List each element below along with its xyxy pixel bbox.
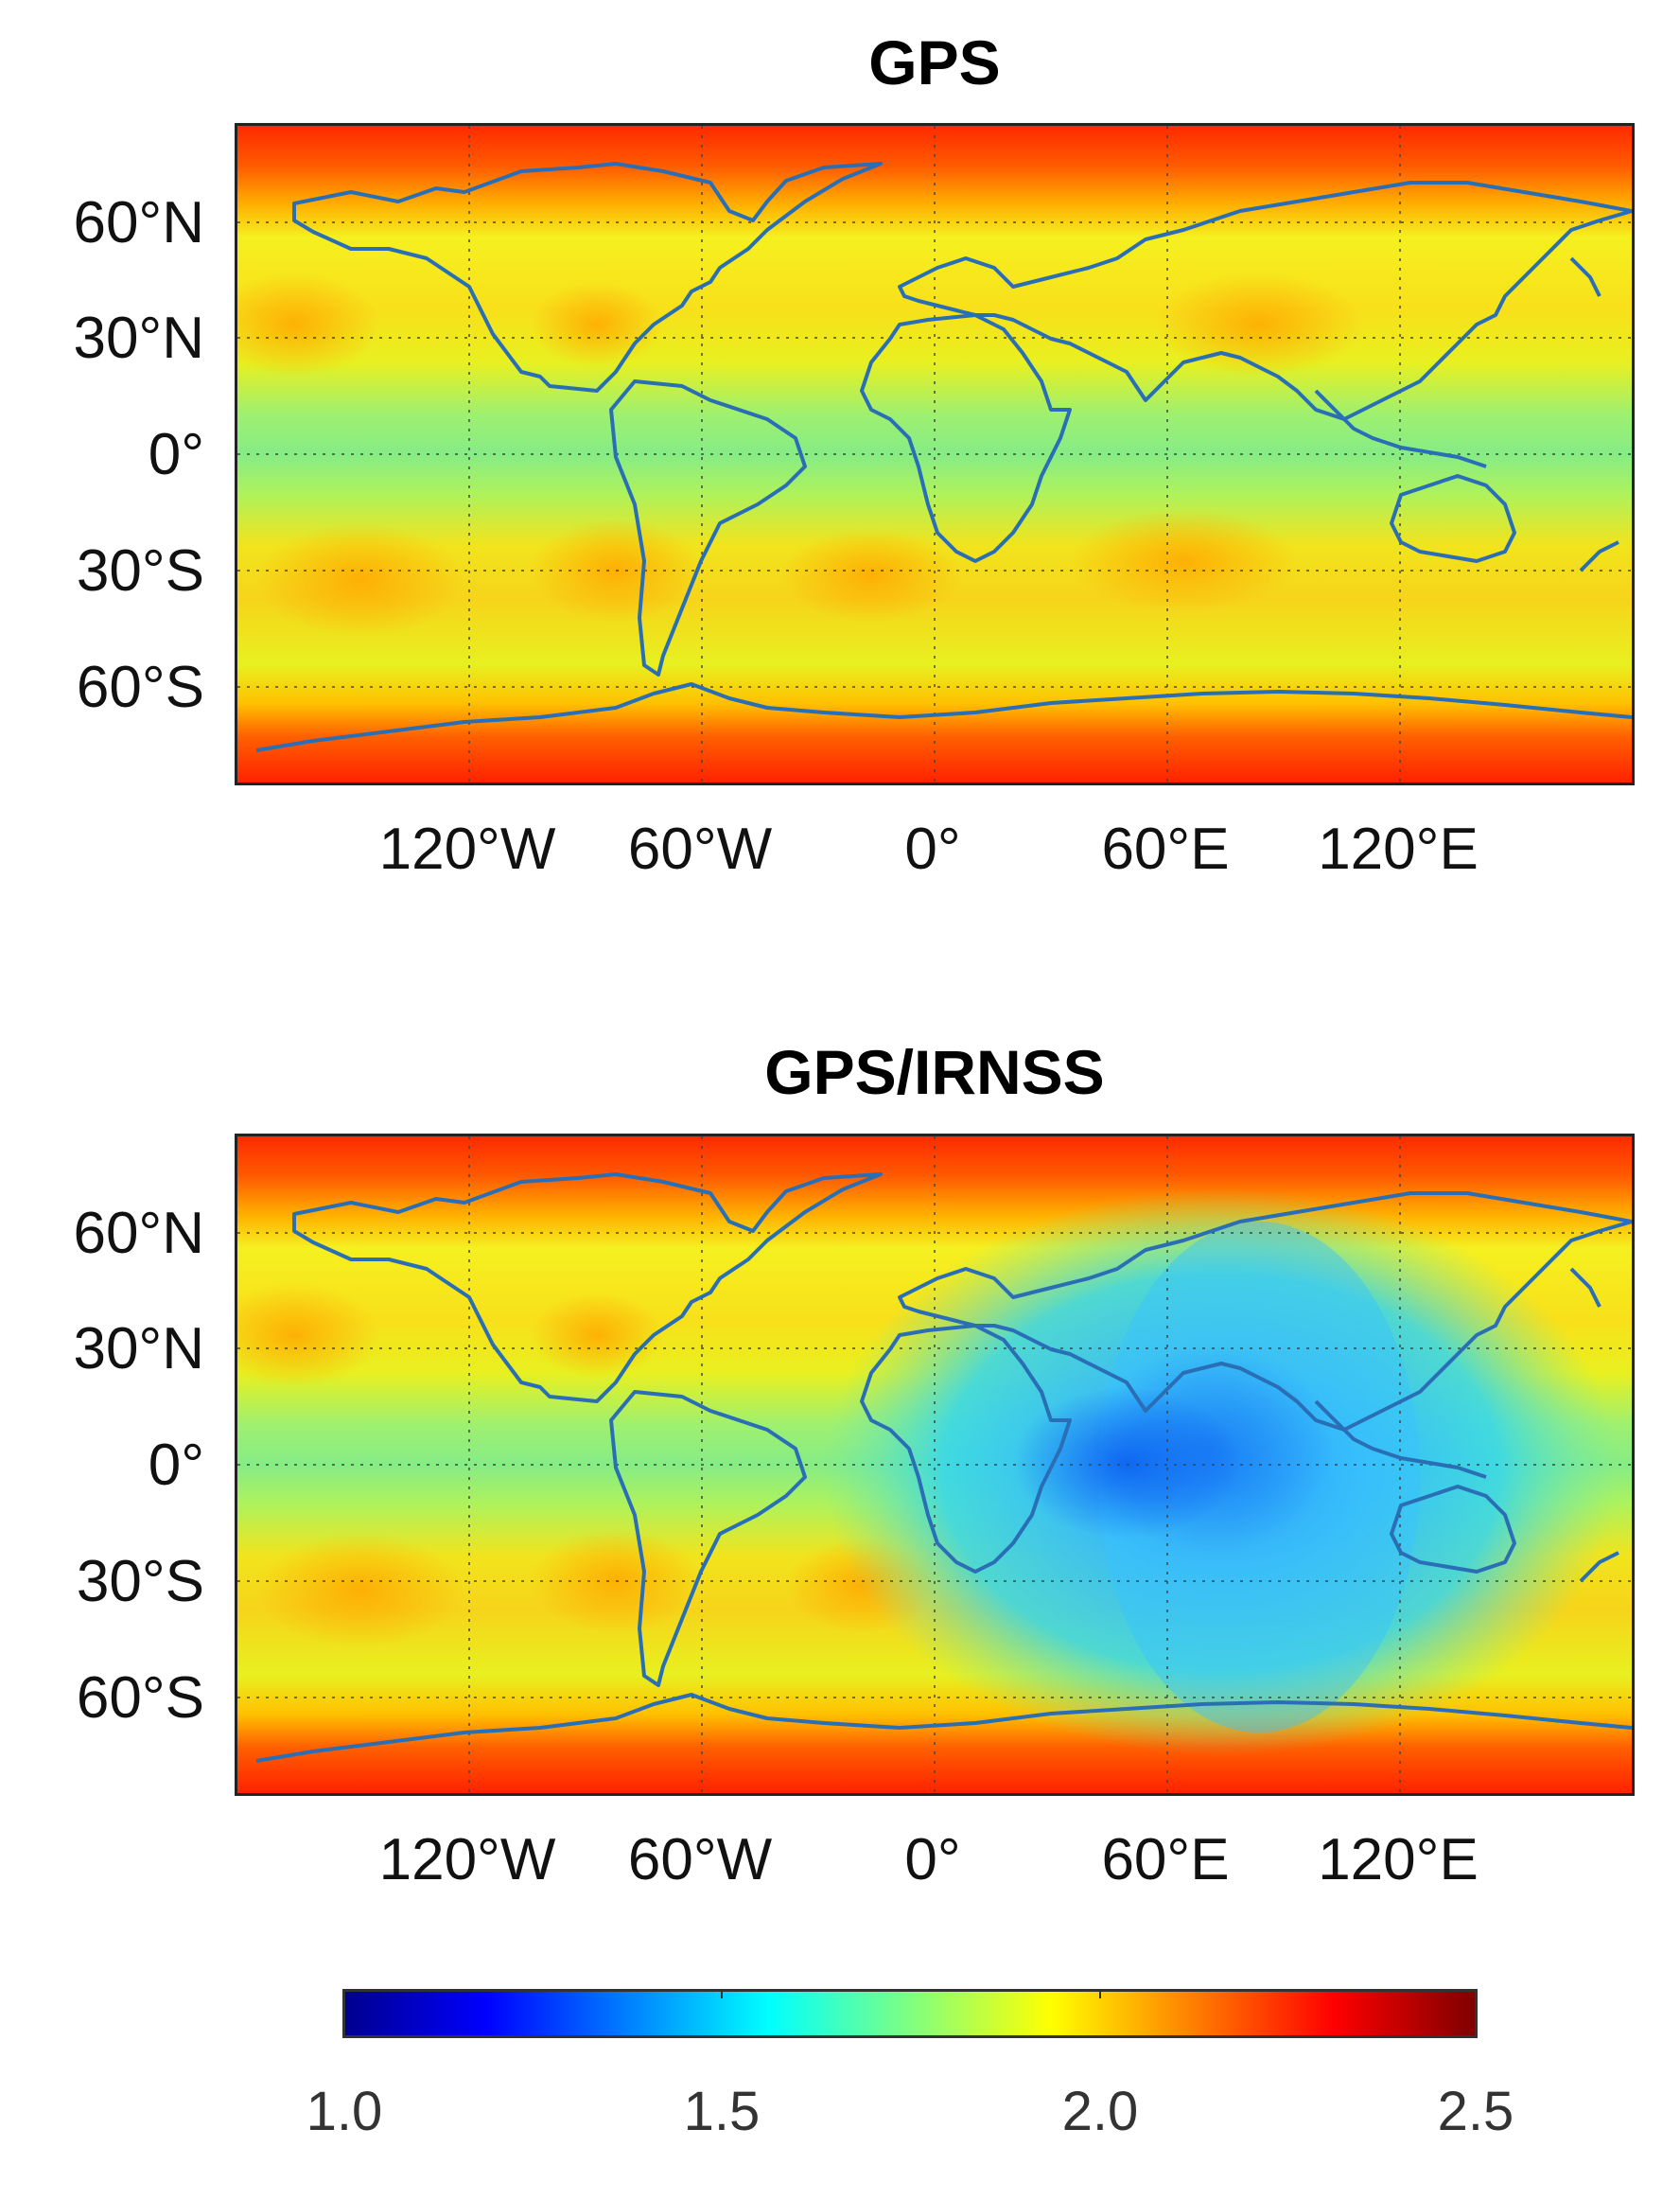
colorbar-label-1-5: 1.5 bbox=[683, 2081, 761, 2142]
colorbar-label-2-0: 2.0 bbox=[1061, 2081, 1139, 2142]
ytick-60n: 60°N bbox=[73, 190, 204, 255]
ytick-60s: 60°S bbox=[76, 655, 204, 720]
ytick-60s: 60°S bbox=[76, 1665, 204, 1731]
xtick-60w: 60°W bbox=[627, 1827, 773, 1892]
coastlines bbox=[255, 162, 1632, 752]
coastlines bbox=[255, 1172, 1632, 1763]
irnss-coverage-region bbox=[824, 1188, 1619, 1756]
xtick-120e: 120°E bbox=[1318, 1827, 1479, 1892]
ytick-30n: 30°N bbox=[73, 1316, 204, 1381]
panel-title: GPS bbox=[868, 27, 1001, 97]
xtick-0: 0° bbox=[904, 1827, 961, 1892]
xtick-120e: 120°E bbox=[1318, 817, 1479, 882]
map-gps bbox=[235, 123, 1635, 785]
orange-patches bbox=[237, 273, 1363, 637]
xtick-120w: 120°W bbox=[378, 817, 556, 882]
dop-map-gps-irnss bbox=[237, 1136, 1632, 1793]
ytick-0: 0° bbox=[148, 422, 204, 487]
xtick-120w: 120°W bbox=[378, 1827, 556, 1892]
panel-title: GPS/IRNSS bbox=[764, 1037, 1105, 1107]
ytick-30s: 30°S bbox=[76, 1549, 204, 1614]
map-gps-irnss bbox=[235, 1134, 1635, 1796]
colorbar-label-2-5: 2.5 bbox=[1437, 2081, 1514, 2142]
xtick-0: 0° bbox=[904, 817, 961, 882]
xtick-60w: 60°W bbox=[627, 817, 773, 882]
colorbar-tick-2-0 bbox=[1099, 1989, 1101, 1998]
colorbar bbox=[342, 1989, 1478, 2038]
ytick-30n: 30°N bbox=[73, 306, 204, 371]
colorbar-label-1-0: 1.0 bbox=[306, 2081, 383, 2142]
ytick-30s: 30°S bbox=[76, 538, 204, 604]
xtick-60e: 60°E bbox=[1101, 817, 1230, 882]
ytick-60n: 60°N bbox=[73, 1201, 204, 1266]
dop-map-gps bbox=[237, 126, 1632, 783]
colorbar-tick-1-5 bbox=[721, 1989, 723, 1998]
xtick-60e: 60°E bbox=[1101, 1827, 1230, 1892]
ytick-0: 0° bbox=[148, 1433, 204, 1498]
